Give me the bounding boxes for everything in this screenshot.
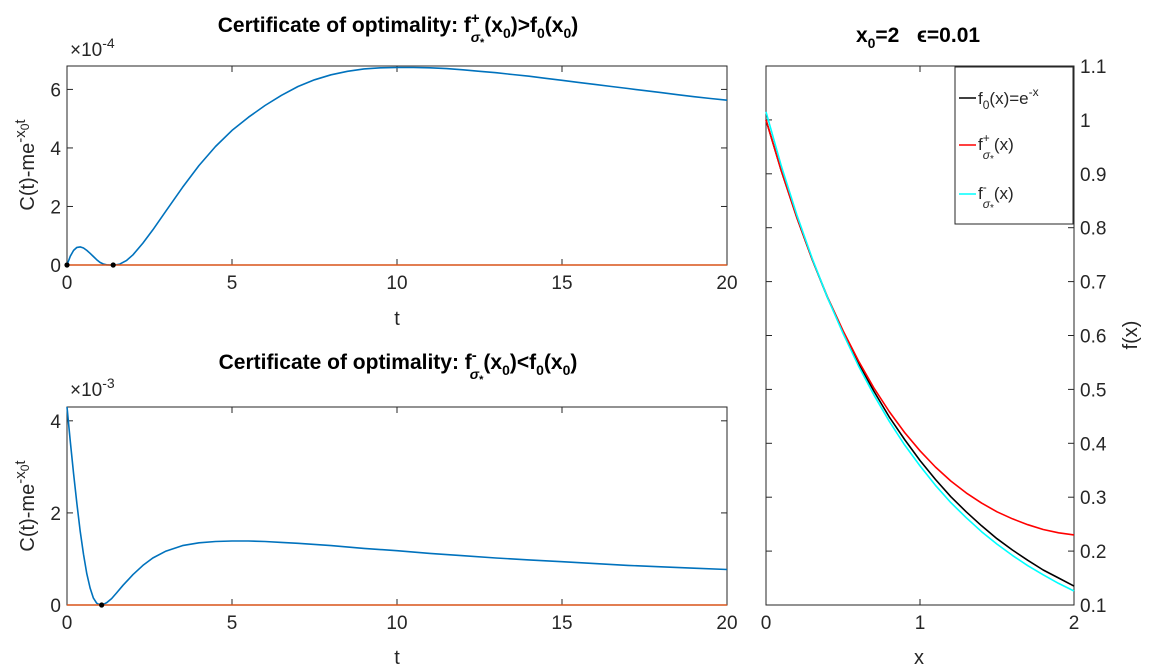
right-x-axis-label: x — [914, 647, 924, 665]
bottom-left-x-tick-label: 5 — [227, 613, 238, 634]
right-y-tick-label: 0.2 — [1080, 542, 1106, 563]
right-y-tick-label: 0.9 — [1080, 165, 1106, 186]
top-left-x-tick-label: 0 — [62, 273, 73, 294]
right-y-tick-label: 1.1 — [1080, 57, 1106, 78]
bottom-left-x-tick-label: 15 — [551, 613, 572, 634]
bottom-left-y-axis-label: C(t)-me-x0t — [12, 460, 39, 552]
bottom-left-series-line-0 — [66, 406, 728, 606]
right-y-tick-label: 0.3 — [1080, 488, 1106, 509]
bottom-left-x-tick-label: 10 — [386, 613, 407, 634]
right-series-line-2 — [765, 111, 1075, 592]
bottom-left-x-tick-label: 0 — [62, 613, 73, 634]
top-left-x-tick-label: 5 — [227, 273, 238, 294]
right-y-tick-label: 0.7 — [1080, 273, 1106, 294]
right-y-tick-label: 0.6 — [1080, 327, 1106, 348]
right-x-tick-label: 2 — [1069, 613, 1080, 634]
right-y-tick-label: 0.8 — [1080, 219, 1106, 240]
top-left-y-axis-label: C(t)-me-x0t — [12, 119, 39, 211]
bottom-left-plot: Certificate of optimality: f-σ*(x0)<f0(x… — [12, 347, 738, 665]
right-title: x0=2 ϵ=0.01 — [856, 24, 980, 51]
right-y-tick-label: 1 — [1080, 111, 1091, 132]
top-left-y-tick-label: 6 — [50, 80, 61, 101]
legend-label-fminus: f-σ*(x) — [978, 180, 1014, 214]
top-left-series-line-0 — [66, 66, 728, 266]
legend-item-fminus: f-σ*(x) — [959, 180, 1014, 214]
top-left-x-tick-label: 20 — [716, 273, 737, 294]
top-left-title: Certificate of optimality: f+ σ*(x0)>f0(x… — [218, 10, 579, 49]
top-left-plot-area — [66, 65, 728, 266]
top-left-x-tick-label: 10 — [386, 273, 407, 294]
top-left-x-axis-label: t — [394, 308, 400, 330]
top-left-x-tick-label: 15 — [551, 273, 572, 294]
bottom-left-plot-area — [66, 406, 728, 606]
legend-label-fplus: f+ σ*(x) — [978, 131, 1014, 165]
right-y-tick-label: 0.1 — [1080, 596, 1106, 617]
legend-item-f0: f0(x)=e-x — [959, 85, 1039, 112]
bottom-left-y-tick-label: 0 — [50, 596, 61, 617]
top-left-y-tick-label: 2 — [50, 197, 61, 218]
legend: f0(x)=e-x f+ σ*(x) f-σ*(x) — [954, 66, 1074, 225]
top-left-y-tick-label: 4 — [50, 139, 61, 160]
bottom-left-x-tick-label: 20 — [716, 613, 737, 634]
bottom-left-exponent-label: ×10-3 — [70, 375, 115, 401]
bottom-left-title: Certificate of optimality: f-σ*(x0)<f0(x… — [219, 347, 578, 386]
top-left-marker-point — [64, 262, 70, 268]
right-x-tick-label: 1 — [915, 613, 926, 634]
right-y-axis-label: f(x) — [1120, 321, 1142, 350]
top-left-exponent-label: ×10-4 — [70, 35, 115, 61]
top-left-y-tick-label: 0 — [50, 256, 61, 277]
bottom-left-y-tick-label: 4 — [50, 412, 61, 433]
legend-label-f0: f0(x)=e-x — [978, 85, 1039, 112]
right-plot: x0=2 ϵ=0.01 0 1 20.1 0.2 0.3 0.4 0.5 0.6 0.7 0.8 0… — [761, 24, 1142, 665]
right-x-tick-label: 0 — [761, 613, 772, 634]
top-left-plot: Certificate of optimality: f+ σ*(x0)>f0(x… — [12, 10, 738, 330]
right-y-tick-label: 0.4 — [1080, 434, 1107, 455]
top-left-marker-point — [110, 262, 116, 268]
bottom-left-y-tick-label: 2 — [50, 504, 61, 525]
legend-item-fplus: f+ σ*(x) — [959, 131, 1014, 165]
bottom-left-x-axis-label: t — [394, 647, 400, 665]
bottom-left-marker-point — [99, 602, 105, 608]
right-y-tick-label: 0.5 — [1080, 380, 1106, 401]
